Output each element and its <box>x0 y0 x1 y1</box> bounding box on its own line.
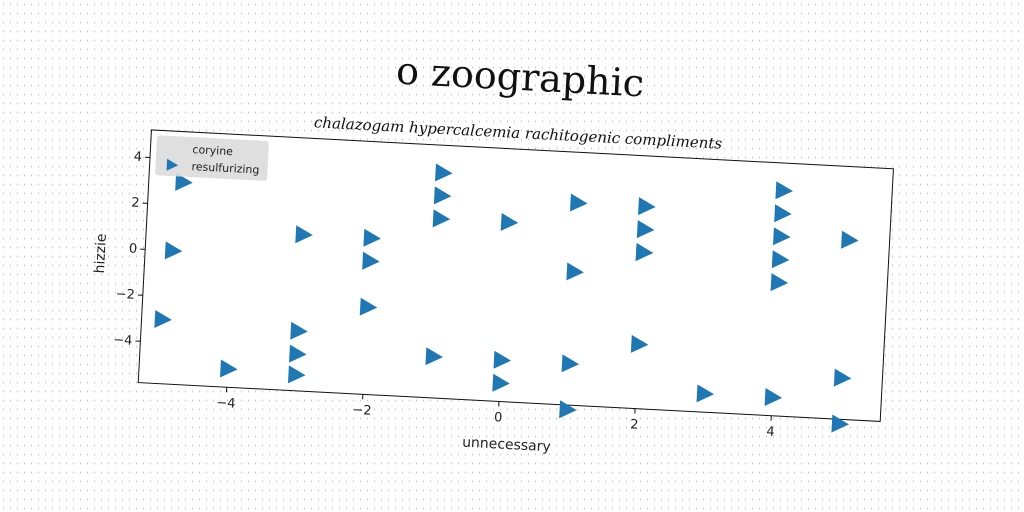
data-point <box>432 209 451 228</box>
data-point <box>492 373 510 392</box>
legend: coryine resulfurizing <box>155 135 269 181</box>
y-tick-label: 0 <box>129 242 138 257</box>
data-point <box>493 350 512 369</box>
data-point <box>775 181 793 200</box>
data-point <box>566 262 584 281</box>
y-tick-label: −4 <box>113 333 133 349</box>
data-point <box>774 204 792 223</box>
data-point <box>569 193 588 212</box>
data-point <box>770 273 789 292</box>
data-point <box>287 365 306 384</box>
y-axis-label: hizzie <box>92 233 110 274</box>
data-point <box>831 414 849 433</box>
y-tick-label: −2 <box>115 287 135 303</box>
data-point <box>359 297 378 316</box>
plot-frame <box>137 129 894 422</box>
data-point <box>561 354 580 373</box>
data-markers <box>154 163 859 433</box>
data-point <box>433 186 452 205</box>
data-point <box>363 228 381 247</box>
axis-ticks: −4 −2 0 2 4 −4 −2 0 2 4 <box>113 150 775 440</box>
data-point <box>635 243 654 262</box>
data-point <box>289 344 307 363</box>
data-point <box>362 251 380 270</box>
plot-area: −4 −2 0 2 4 −4 −2 0 2 4 coryine resulfurizing unne… <box>92 129 894 456</box>
data-point <box>164 241 183 260</box>
data-point <box>696 384 715 403</box>
x-tick-label: −4 <box>216 396 236 412</box>
data-point <box>220 359 238 378</box>
data-point <box>500 212 519 231</box>
legend-label: coryine <box>192 143 233 158</box>
data-point <box>638 197 656 216</box>
x-tick-label: −2 <box>352 403 372 419</box>
data-point <box>295 225 313 244</box>
data-point <box>559 400 577 419</box>
data-point <box>290 321 308 340</box>
y-tick-label: 2 <box>131 196 140 211</box>
legend-marker <box>166 158 179 171</box>
data-point <box>771 250 790 269</box>
data-point <box>175 172 193 191</box>
data-point <box>636 220 655 239</box>
data-point <box>435 163 453 182</box>
x-tick-label: 4 <box>766 425 775 440</box>
x-axis-label: unnecessary <box>462 435 551 456</box>
data-point <box>772 227 791 246</box>
data-point <box>764 387 783 406</box>
data-point <box>154 309 172 328</box>
data-point <box>841 230 859 249</box>
chart-title: o zoographic <box>395 49 645 106</box>
data-point <box>833 368 852 387</box>
legend-box <box>155 135 269 181</box>
data-point <box>425 347 443 366</box>
legend-label: resulfurizing <box>191 160 260 177</box>
data-point <box>630 334 649 353</box>
x-tick-label: 0 <box>494 410 503 425</box>
y-tick-label: 4 <box>133 150 142 165</box>
x-tick-label: 2 <box>630 417 639 432</box>
